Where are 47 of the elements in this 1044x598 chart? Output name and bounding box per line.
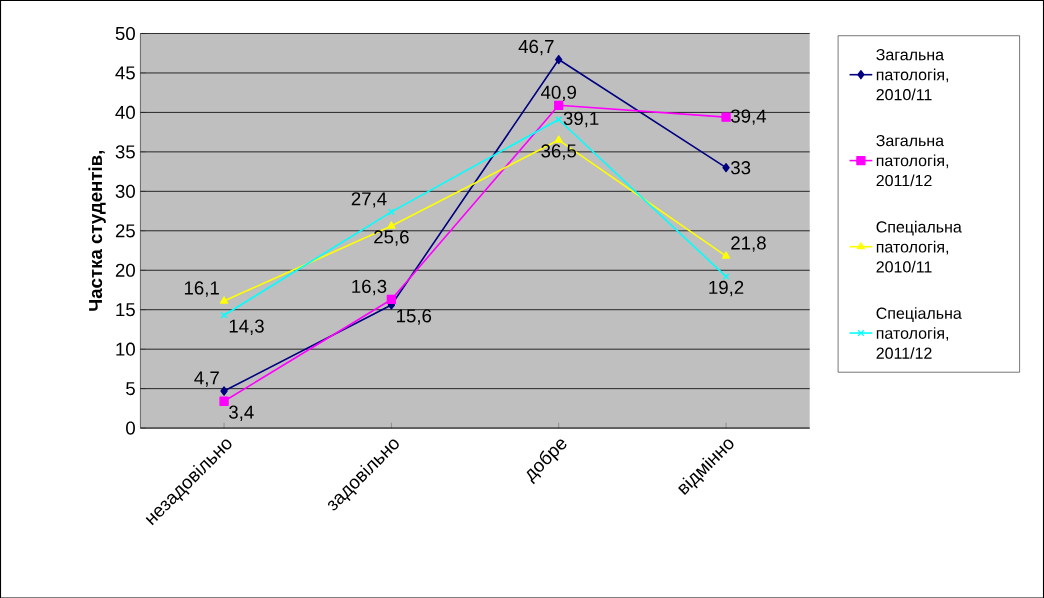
y-tick-label: 30 (115, 184, 135, 198)
point (387, 208, 395, 216)
legend-label: Спеціальна патологія, 2011/12 (876, 306, 962, 359)
point (555, 54, 563, 64)
y-tick-label: 50 (115, 26, 135, 40)
point (220, 311, 228, 319)
y-tick-label: 35 (115, 145, 135, 159)
point (554, 100, 564, 110)
y-tick-label: 25 (115, 223, 135, 238)
data-label: 33 (731, 160, 751, 175)
data-label: 39,1 (563, 111, 599, 127)
point (219, 296, 229, 304)
point (220, 386, 228, 396)
data-label: 4,7 (194, 371, 219, 387)
data-label: 19,2 (709, 280, 744, 297)
data-label: 27,4 (351, 191, 387, 208)
y-tick-label: 5 (126, 381, 135, 395)
data-label: 21,8 (731, 236, 766, 252)
legend-label: Загальна патологія, 2011/12 (876, 134, 949, 186)
data-label: 36,5 (541, 144, 577, 160)
point (722, 272, 730, 280)
point (386, 294, 397, 304)
data-label: 46,7 (518, 39, 554, 56)
y-tick-label: 45 (115, 66, 135, 80)
data-label: 16,1 (184, 281, 219, 297)
point (721, 251, 731, 259)
data-label: 14,3 (229, 319, 264, 335)
point (219, 396, 229, 406)
data-label: 39,4 (731, 109, 767, 125)
legend-label: Загальна патологія, 2010/11 (876, 48, 949, 101)
point (555, 115, 563, 123)
y-tick-label: 40 (115, 105, 135, 119)
data-label: 40,9 (540, 85, 576, 101)
y-tick-label: 10 (116, 342, 135, 356)
y-tick-label: 15 (116, 302, 135, 317)
y-tick-label: 20 (115, 263, 135, 277)
y-tick-label: 0 (126, 421, 135, 435)
point (721, 112, 731, 122)
data-label: 25,6 (374, 230, 409, 246)
data-label: 15,6 (397, 309, 432, 325)
data-label: 3,4 (229, 405, 254, 421)
point (722, 162, 730, 173)
legend-label: Спеціальна патологія, 2010/11 (876, 220, 962, 273)
y-axis-title: Частка студентів, (88, 150, 106, 311)
data-label: 16,3 (352, 279, 387, 295)
point (387, 221, 396, 229)
point (554, 135, 563, 143)
